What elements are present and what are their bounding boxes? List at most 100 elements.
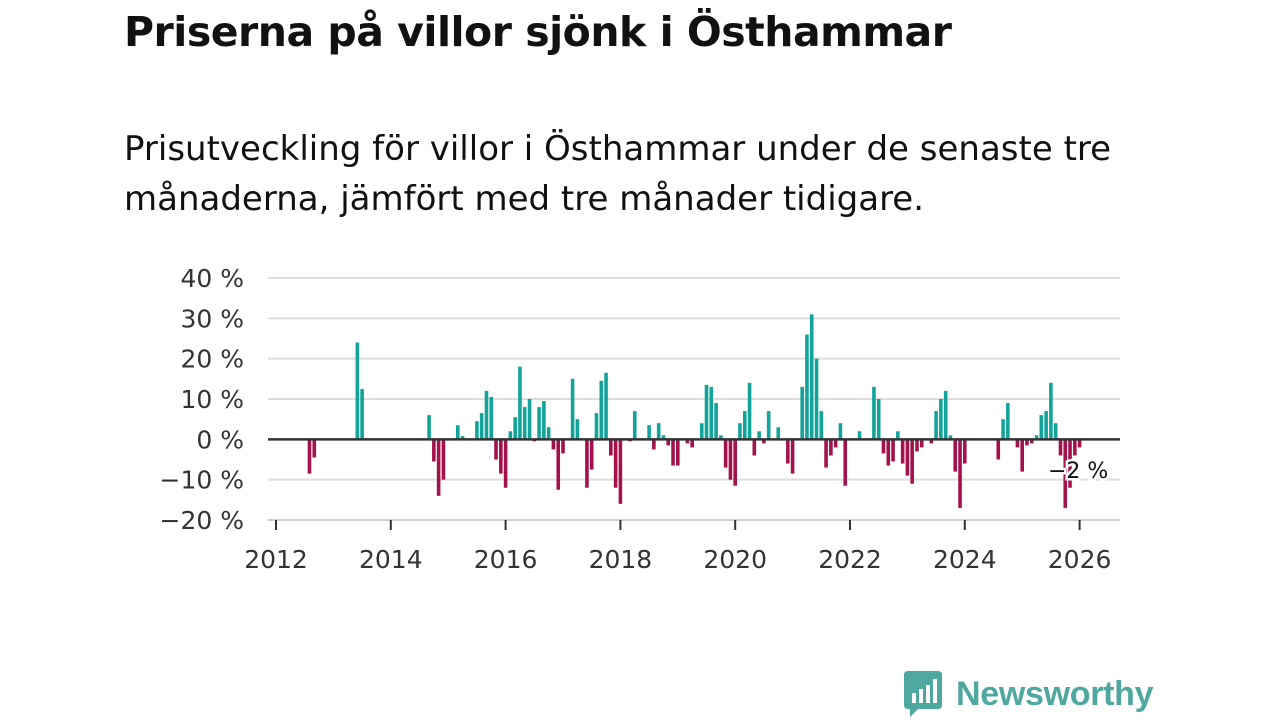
brand-name: Newsworthy bbox=[956, 674, 1154, 713]
newsworthy-logo-icon bbox=[904, 671, 942, 717]
bar bbox=[561, 439, 565, 454]
chart-subtitle: Prisutveckling för villor i Östhammar un… bbox=[124, 129, 1112, 219]
bar bbox=[843, 439, 848, 486]
bar bbox=[742, 411, 747, 440]
bar bbox=[719, 435, 723, 440]
bar bbox=[1044, 411, 1048, 440]
bar bbox=[915, 439, 919, 452]
bar bbox=[312, 439, 317, 458]
bar bbox=[900, 439, 905, 464]
bars bbox=[307, 314, 1082, 508]
bar bbox=[814, 358, 819, 440]
bar bbox=[939, 399, 943, 440]
bar bbox=[1053, 423, 1058, 440]
bar bbox=[609, 439, 613, 456]
bar bbox=[728, 439, 733, 480]
bar bbox=[436, 439, 441, 496]
bar bbox=[1077, 439, 1082, 448]
bar bbox=[479, 413, 484, 440]
bar bbox=[647, 425, 651, 440]
bar bbox=[704, 384, 709, 440]
x-tick-label: 2022 bbox=[818, 545, 882, 574]
bar bbox=[551, 439, 556, 450]
bar bbox=[494, 439, 498, 460]
bar bbox=[455, 425, 460, 440]
bar bbox=[790, 439, 795, 474]
x-tick-label: 2024 bbox=[933, 545, 997, 574]
y-tick-label: 20 % bbox=[180, 345, 244, 374]
bar bbox=[996, 439, 1001, 460]
bar bbox=[570, 378, 575, 440]
bar bbox=[829, 439, 833, 456]
bar bbox=[958, 439, 962, 508]
bar bbox=[723, 439, 728, 468]
bar bbox=[1049, 382, 1053, 440]
bar bbox=[594, 413, 599, 440]
bar bbox=[963, 439, 967, 464]
bar bbox=[1068, 439, 1072, 488]
bar bbox=[489, 396, 494, 440]
bar bbox=[886, 439, 891, 466]
bar bbox=[1039, 415, 1044, 440]
bar bbox=[585, 439, 589, 488]
bar bbox=[1025, 439, 1029, 446]
x-tick-label: 2026 bbox=[1048, 545, 1112, 574]
y-tick-label: 0 % bbox=[196, 425, 244, 454]
bar bbox=[656, 423, 661, 440]
bar bbox=[819, 411, 824, 440]
bar bbox=[929, 439, 934, 444]
bar bbox=[508, 431, 513, 440]
bar bbox=[910, 439, 914, 484]
bar bbox=[613, 439, 618, 488]
bar bbox=[599, 380, 604, 440]
y-tick-label: 40 % bbox=[180, 264, 244, 293]
bar bbox=[518, 366, 522, 440]
bar bbox=[762, 439, 766, 444]
bar bbox=[800, 386, 804, 440]
y-tick-label: 10 % bbox=[180, 385, 244, 414]
bar bbox=[838, 423, 843, 440]
bar bbox=[503, 439, 508, 488]
y-tick-label: 30 % bbox=[180, 304, 244, 333]
bar bbox=[738, 423, 742, 440]
bar bbox=[809, 314, 814, 440]
bar bbox=[499, 439, 503, 474]
bar bbox=[513, 417, 517, 440]
bar bbox=[1034, 435, 1039, 440]
annotation: −2 % bbox=[1046, 457, 1111, 487]
bar bbox=[766, 411, 771, 440]
bar bbox=[685, 439, 690, 444]
bar bbox=[948, 435, 953, 440]
chart-title: Priserna på villor sjönk i Östhammar bbox=[124, 8, 952, 56]
bar bbox=[934, 411, 938, 440]
bar bbox=[652, 439, 656, 450]
bar bbox=[666, 439, 671, 446]
bar bbox=[484, 390, 489, 440]
y-tick-label: −20 % bbox=[160, 506, 244, 535]
bar bbox=[661, 435, 666, 440]
newsworthy-logo: Newsworthy bbox=[902, 668, 1154, 720]
bar bbox=[714, 403, 718, 440]
bar bbox=[604, 372, 608, 440]
x-tick-label: 2012 bbox=[244, 545, 308, 574]
bar bbox=[1063, 439, 1068, 508]
bar bbox=[876, 399, 881, 440]
bar bbox=[546, 427, 551, 440]
bar bbox=[919, 439, 924, 448]
bar bbox=[542, 401, 546, 440]
annotation-label: −2 % bbox=[1048, 459, 1108, 484]
bar bbox=[857, 431, 862, 440]
bar bbox=[709, 386, 714, 440]
axes bbox=[268, 438, 1120, 530]
bar bbox=[699, 423, 704, 440]
bar bbox=[747, 382, 752, 440]
bar bbox=[432, 439, 436, 462]
bar bbox=[872, 386, 876, 440]
bar bbox=[953, 439, 958, 472]
bar bbox=[589, 439, 594, 470]
bar bbox=[833, 439, 838, 448]
gridlines bbox=[268, 277, 1120, 521]
bar bbox=[307, 439, 312, 474]
bar bbox=[752, 439, 757, 456]
